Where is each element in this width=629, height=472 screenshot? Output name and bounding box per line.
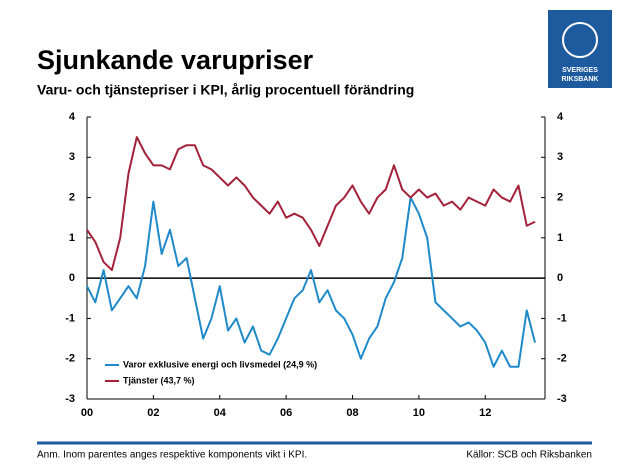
y-tick-label: 2 <box>69 191 75 203</box>
x-tick-label: 04 <box>214 407 227 419</box>
logo-text: RIKSBANK <box>562 76 599 83</box>
x-tick-label: 06 <box>280 407 292 419</box>
y-tick-label: 4 <box>69 111 76 123</box>
chart-subtitle: Varu- och tjänstepriser i KPI, årlig pro… <box>37 82 414 98</box>
y2-tick-label: 1 <box>557 232 563 244</box>
x-tick-label: 02 <box>147 407 159 419</box>
chart-title: Sjunkande varupriser <box>37 45 314 75</box>
x-tick-label: 08 <box>346 407 358 419</box>
y2-tick-label: 4 <box>557 111 564 123</box>
y-tick-label: -3 <box>65 393 75 405</box>
y2-tick-label: 0 <box>557 272 563 284</box>
source: Källor: SCB och Riksbanken <box>466 450 592 461</box>
y2-tick-label: -3 <box>557 393 567 405</box>
x-tick-label: 00 <box>81 407 93 419</box>
y-tick-label: 1 <box>69 232 75 244</box>
series-line <box>86 196 537 368</box>
y2-tick-label: -2 <box>557 353 567 365</box>
footnote: Anm. Inom parentes anges respektive komp… <box>37 450 307 461</box>
y2-tick-label: 2 <box>557 191 563 203</box>
y-tick-label: -1 <box>65 312 75 324</box>
series-line <box>86 136 536 272</box>
legend-label: Tjänster (43,7 %) <box>123 375 195 385</box>
logo-emblem <box>562 22 598 58</box>
legend-label: Varor exklusive energi och livsmedel (24… <box>123 359 317 369</box>
y-tick-label: 3 <box>69 151 75 163</box>
logo-text: SVERIGES <box>562 67 598 74</box>
y2-tick-label: -1 <box>557 312 567 324</box>
y-tick-label: 0 <box>69 272 75 284</box>
x-tick-label: 10 <box>413 407 425 419</box>
y-tick-label: -2 <box>65 353 75 365</box>
y2-tick-label: 3 <box>557 151 563 163</box>
x-tick-label: 12 <box>479 407 491 419</box>
